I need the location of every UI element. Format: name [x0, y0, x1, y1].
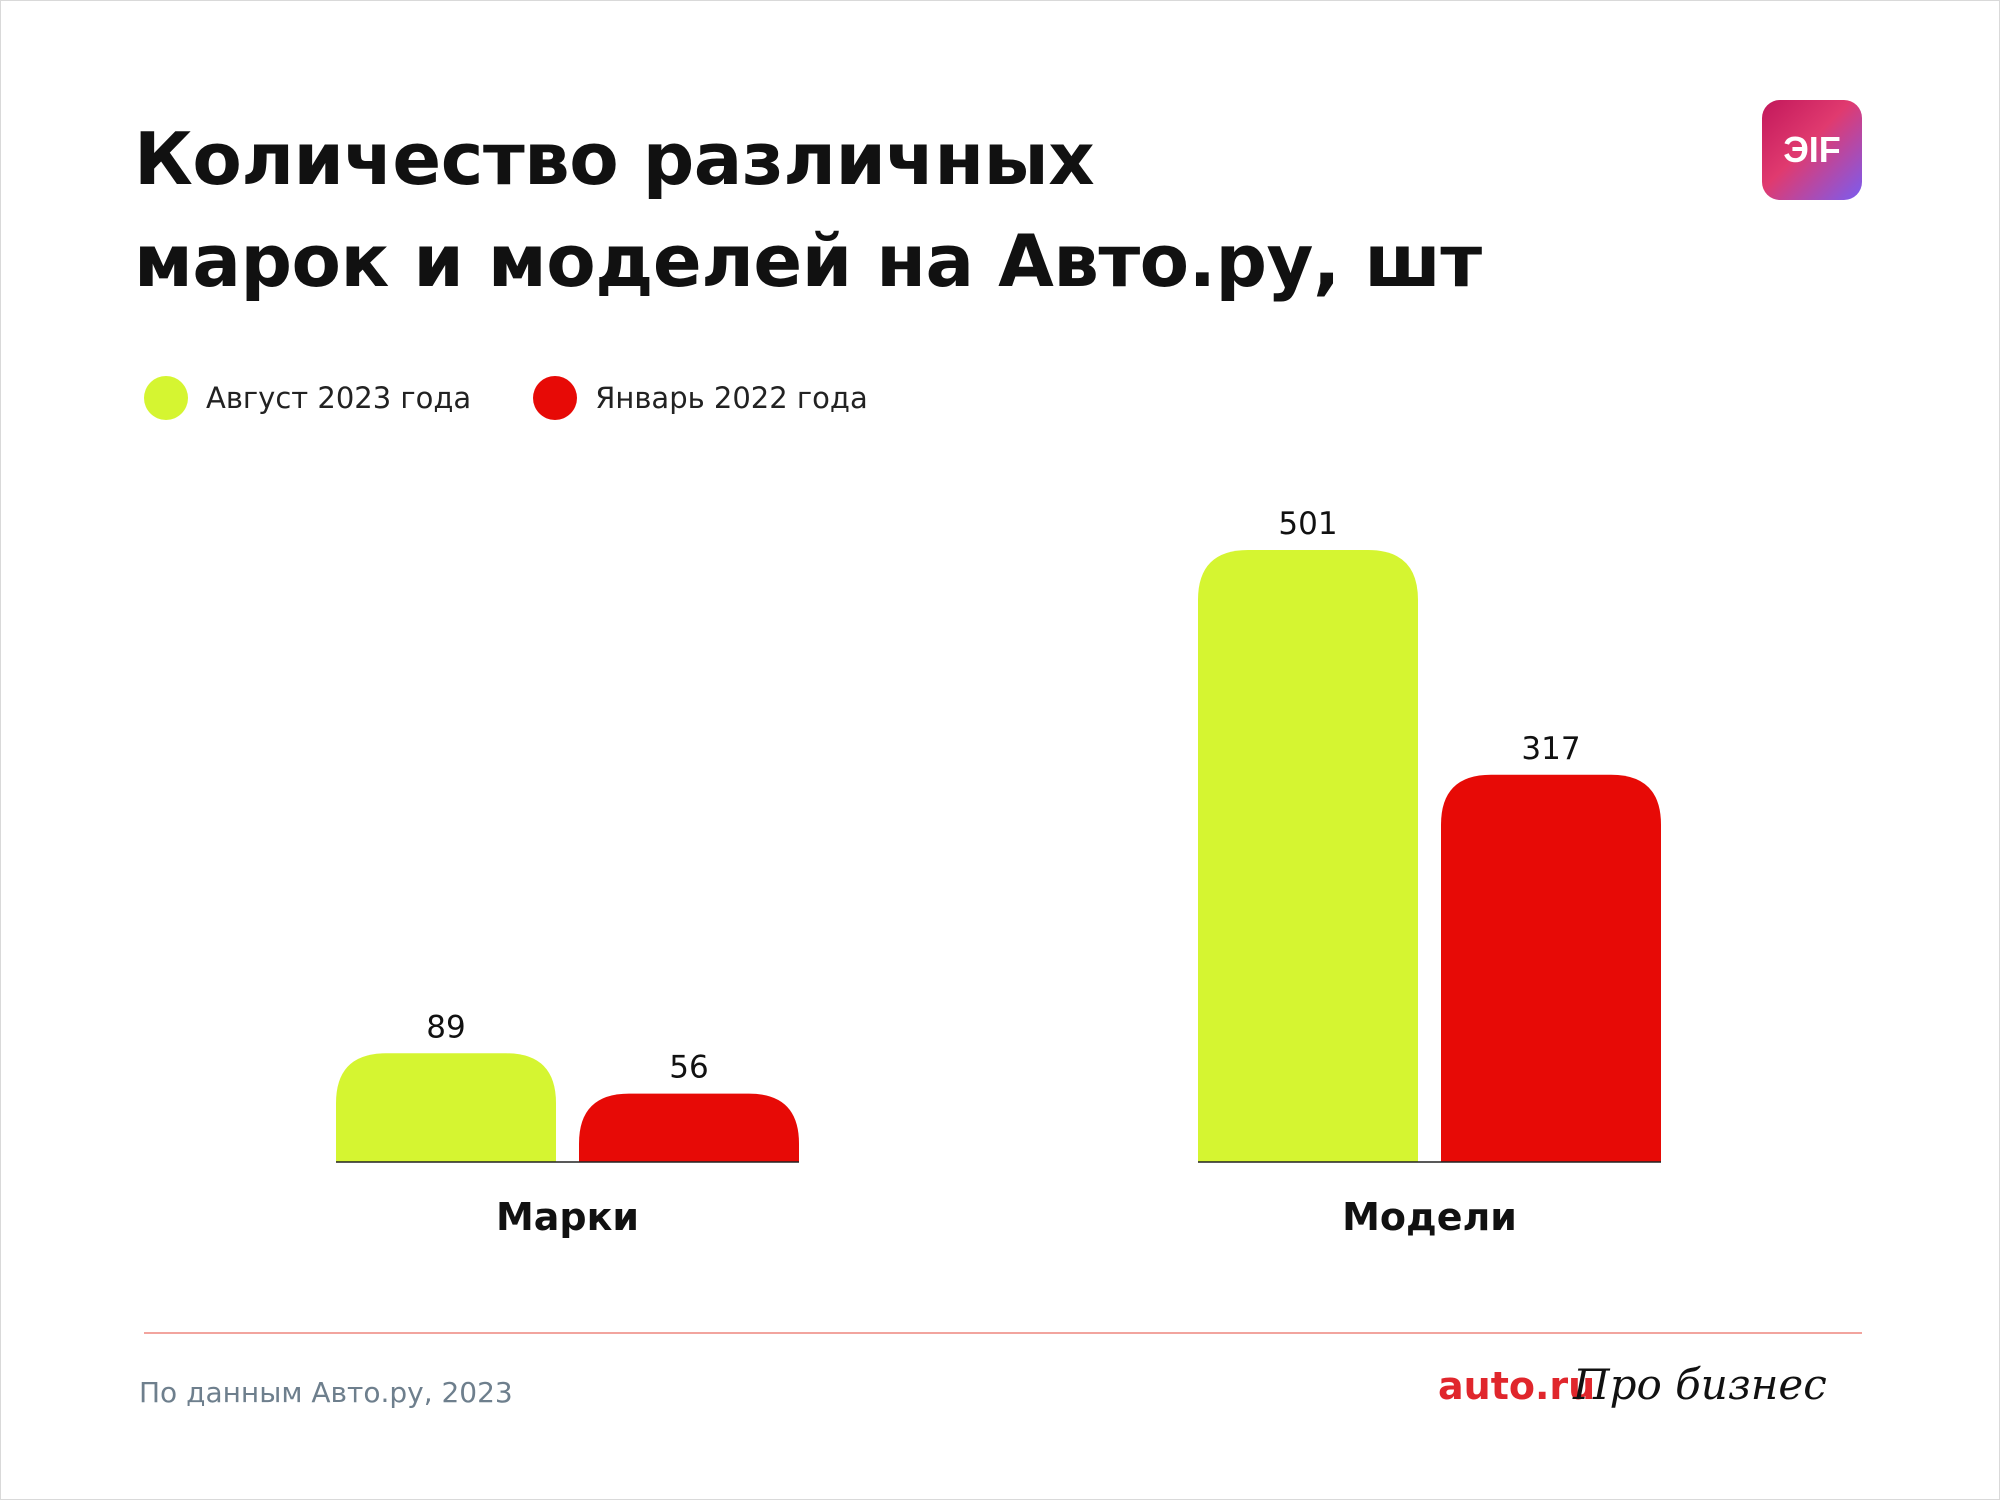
- data-label: 89: [426, 1009, 465, 1045]
- legend-item-january-2022: Январь 2022 года: [533, 376, 868, 420]
- bar-marki-january-2022: [579, 1093, 799, 1162]
- brand-auto-ru: auto.ru: [1438, 1364, 1596, 1408]
- legend-item-august-2023: Август 2023 года: [144, 376, 471, 420]
- legend: Август 2023 года Январь 2022 года: [144, 376, 930, 420]
- chart-title: Количество различных марок и моделей на …: [134, 108, 1482, 312]
- footer-divider: [144, 1332, 1862, 1334]
- bar-chart: 89 56 Марки 501 317 Модели: [336, 506, 1661, 1239]
- legend-label-august-2023: Август 2023 года: [206, 381, 472, 415]
- logo-text: ЭIF: [1783, 129, 1841, 170]
- legend-label-january-2022: Январь 2022 года: [595, 381, 868, 415]
- data-label: 56: [669, 1050, 708, 1086]
- data-label: 317: [1521, 731, 1580, 767]
- category-label: Марки: [496, 1195, 639, 1239]
- legend-dot-august-2023: [144, 376, 188, 420]
- aif-logo: ЭIF: [1762, 100, 1862, 200]
- source-note: По данным Авто.ру, 2023: [139, 1376, 513, 1409]
- bar-modeli-january-2022: [1441, 774, 1661, 1162]
- category-label: Модели: [1342, 1195, 1517, 1239]
- legend-dot-january-2022: [533, 376, 578, 420]
- brand-pro-biznes: Про бизнес: [1573, 1360, 1827, 1409]
- data-label: 501: [1278, 506, 1337, 542]
- title-line-1: Количество различных: [134, 117, 1095, 201]
- title-line-2: марок и моделей на Авто.ру, шт: [134, 219, 1482, 303]
- aif-logo-mark: ЭIF: [1783, 129, 1841, 170]
- bar-marki-august-2023: [336, 1053, 556, 1162]
- bar-modeli-august-2023: [1198, 550, 1418, 1162]
